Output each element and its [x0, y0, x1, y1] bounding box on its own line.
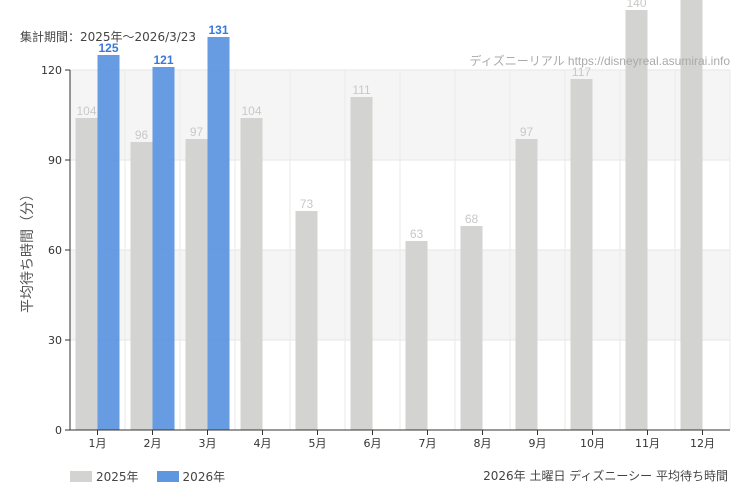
data-label: 121: [153, 53, 173, 67]
x-tick-label: 3月: [199, 437, 217, 450]
y-axis-label: 平均待ち時間（分）: [20, 187, 36, 313]
x-tick-label: 2月: [144, 437, 162, 450]
legend-item-2026[interactable]: 2026年: [156, 468, 226, 485]
chart-caption: 2026年 土曜日 ディズニーシー 平均待ち時間: [483, 469, 728, 483]
data-label: 97: [190, 125, 204, 139]
data-label: 68: [465, 212, 479, 226]
bar-2026年-3月: [207, 37, 230, 430]
bar-2026年-2月: [152, 67, 175, 430]
bar-2025年-7月: [405, 241, 428, 430]
x-tick-label: 9月: [529, 437, 547, 450]
bar-2025年-10月: [570, 79, 593, 430]
y-tick-label: 30: [48, 334, 62, 347]
data-label: 125: [98, 41, 118, 55]
y-tick-label: 60: [48, 244, 62, 257]
bar-2025年-1月: [75, 118, 98, 430]
data-label: 140: [626, 0, 646, 10]
legend-label: 2026年: [182, 470, 226, 484]
data-label: 131: [208, 23, 228, 37]
period-text: 集計期間：2025年～2026/3/23: [20, 30, 197, 44]
x-tick-label: 10月: [580, 437, 605, 450]
bar-2025年-9月: [515, 139, 538, 430]
x-tick-label: 4月: [254, 437, 272, 450]
legend: 2025年 2026年: [70, 468, 225, 485]
data-label: 104: [76, 104, 96, 118]
bar-2025年-8月: [460, 226, 483, 430]
bar-2025年-4月: [240, 118, 263, 430]
bar-2026年-1月: [97, 55, 120, 430]
x-tick-label: 1月: [89, 437, 107, 450]
data-label: 96: [135, 128, 149, 142]
credit-text: ディズニーリアル https://disneyreal.asumirai.inf…: [469, 54, 730, 68]
data-label: 63: [410, 227, 424, 241]
y-tick-label: 90: [48, 154, 62, 167]
legend-label: 2025年: [96, 470, 139, 484]
y-tick-label: 0: [55, 424, 62, 437]
x-tick-label: 8月: [474, 437, 492, 450]
x-tick-label: 12月: [690, 437, 715, 450]
x-tick-label: 5月: [309, 437, 327, 450]
bar-2025年-12月: [680, 0, 703, 430]
bar-2025年-11月: [625, 10, 648, 430]
y-tick-label: 120: [41, 64, 62, 77]
data-label: 97: [520, 125, 534, 139]
x-tick-label: 11月: [635, 437, 660, 450]
bar-2025年-3月: [185, 139, 208, 430]
data-label: 117: [572, 65, 591, 79]
data-label: 104: [241, 104, 261, 118]
legend-item-2025[interactable]: 2025年: [70, 468, 139, 485]
data-label: 111: [352, 83, 371, 97]
data-label: 73: [300, 197, 314, 211]
bar-2025年-5月: [295, 211, 318, 430]
bar-2025年-6月: [350, 97, 373, 430]
x-tick-label: 6月: [364, 437, 382, 450]
x-tick-label: 7月: [419, 437, 437, 450]
bar-2025年-2月: [130, 142, 153, 430]
